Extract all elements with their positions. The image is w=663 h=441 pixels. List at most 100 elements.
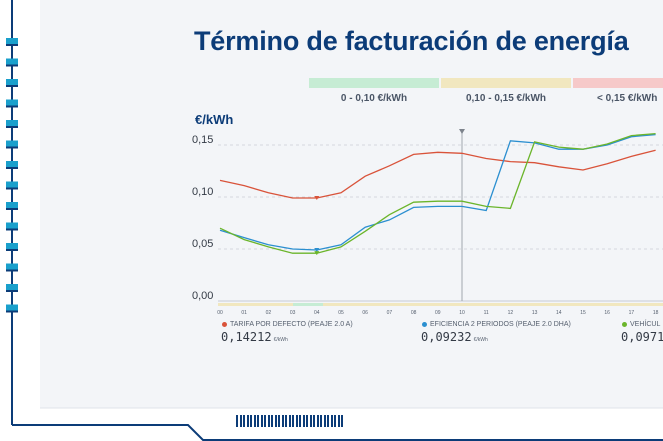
barcode-bar	[306, 415, 308, 427]
x-tick-label: 05	[338, 310, 344, 316]
x-tick-label: 08	[411, 310, 417, 316]
legend-value-vehiculo: 0,09711	[621, 330, 663, 344]
side-tick-cyan	[6, 58, 18, 65]
y-tick-label: 0,00	[192, 290, 213, 302]
barcode-bar	[250, 415, 252, 427]
side-tick-cyan	[6, 222, 18, 229]
band-red-bar	[573, 78, 663, 88]
x-tick-label: 04	[314, 310, 320, 316]
y-axis-label: €/kWh	[195, 112, 233, 127]
legend-label-tarifa: TARIFA POR DEFECTO (PEAJE 2.0 A)	[230, 321, 353, 328]
barcode-bar	[330, 415, 333, 427]
legend-value-eficiencia: 0,09232 €/kWh	[421, 330, 488, 344]
legend-label-vehiculo: VEHÍCUL	[630, 321, 661, 328]
barcode-bar	[278, 415, 280, 427]
side-tick-cyan	[6, 243, 18, 249]
legend-item-eficiencia: EFICIENCIA 2 PERIODOS (PEAJE 2.0 DHA)	[422, 321, 571, 328]
barcode-bar	[334, 415, 336, 427]
barcode-bar	[295, 415, 298, 427]
chart-title: Término de facturación de energía	[194, 26, 629, 56]
side-tick-navy	[6, 126, 18, 128]
x-tick-label: 17	[629, 310, 635, 316]
x-tick-label: 02	[266, 310, 272, 316]
side-tick-marks	[6, 38, 18, 313]
barcode-bar	[281, 415, 284, 427]
band-yellow-label: 0,10 - 0,15 €/kWh	[465, 93, 547, 104]
barcode-bar	[320, 415, 322, 427]
legend-label-eficiencia: EFICIENCIA 2 PERIODOS (PEAJE 2.0 DHA)	[430, 321, 571, 328]
barcode-bar	[285, 415, 287, 427]
series-marker-tarifa	[314, 196, 320, 201]
side-tick-cyan	[6, 284, 18, 290]
barcode-bar	[313, 415, 315, 427]
band-red-label: < 0,15 €/kWh	[597, 93, 658, 104]
side-tick-navy	[6, 44, 18, 46]
barcode-bar	[323, 415, 326, 427]
legend-value-tarifa-number: 0,14212	[221, 330, 272, 344]
barcode-bar	[260, 415, 263, 427]
legend-value-vehiculo-number: 0,09711	[621, 330, 663, 344]
side-tick-navy	[6, 85, 18, 87]
barcode-bar	[246, 415, 249, 427]
side-tick-navy	[6, 105, 18, 108]
barcode-bar	[288, 415, 291, 427]
side-tick-cyan	[6, 181, 18, 188]
legend-item-tarifa: TARIFA POR DEFECTO (PEAJE 2.0 A)	[222, 321, 353, 328]
x-tick-label: 15	[580, 310, 586, 316]
legend-value-tarifa: 0,14212 €/kWh	[221, 330, 288, 344]
x-tick-label: 01	[241, 310, 247, 316]
band-green-bar	[309, 78, 439, 88]
x-tick-label: 10	[459, 310, 465, 316]
side-tick-cyan	[6, 79, 18, 85]
side-tick-cyan	[6, 120, 18, 126]
x-tick-label: 06	[362, 310, 368, 316]
side-tick-navy	[6, 249, 18, 251]
side-tick-cyan	[6, 202, 18, 208]
y-tick-label: 0,10	[192, 186, 213, 198]
side-tick-cyan	[6, 38, 18, 44]
barcode-bar	[274, 415, 277, 427]
barcode-bar	[292, 415, 294, 427]
barcode-bar	[337, 415, 340, 427]
band-green-label: 0 - 0,10 €/kWh	[340, 93, 408, 104]
barcode-bar	[253, 415, 256, 427]
x-tick-label: 11	[484, 310, 489, 316]
barcode-decoration	[236, 415, 345, 427]
side-tick-navy	[6, 208, 18, 210]
barcode-bar	[341, 415, 343, 427]
side-tick-cyan	[6, 304, 18, 311]
barcode-bar	[327, 415, 329, 427]
legend-value-eficiencia-unit: €/kWh	[473, 337, 488, 343]
baseline-band-strip	[218, 303, 663, 306]
barcode-bar	[264, 415, 266, 427]
side-tick-cyan	[6, 161, 18, 167]
side-tick-navy	[6, 269, 18, 272]
x-tick-label: 18	[653, 310, 659, 316]
legend-dot-eficiencia	[422, 321, 427, 327]
frame-bottom-line	[12, 424, 663, 441]
series-marker-eficiencia	[314, 248, 320, 253]
x-tick-label: 16	[604, 310, 610, 316]
side-tick-cyan	[6, 140, 18, 147]
legend-item-vehiculo: VEHÍCUL	[622, 321, 660, 328]
series-marker-vehiculo	[314, 251, 320, 256]
legend-value-tarifa-unit: €/kWh	[273, 337, 288, 343]
barcode-bar	[271, 415, 273, 427]
barcode-bar	[243, 415, 245, 427]
series-line-tarifa	[219, 149, 656, 199]
barcode-bar	[257, 415, 259, 427]
side-tick-cyan	[6, 263, 18, 270]
side-tick-navy	[6, 64, 18, 67]
side-tick-navy	[6, 146, 18, 149]
current-hour-marker	[459, 129, 465, 134]
side-tick-navy	[6, 228, 18, 231]
x-tick-label: 12	[508, 310, 514, 316]
side-tick-navy	[6, 187, 18, 190]
barcode-bar	[316, 415, 319, 427]
x-tick-label: 14	[556, 310, 562, 316]
side-tick-navy	[6, 167, 18, 169]
side-tick-navy	[6, 310, 18, 313]
side-tick-cyan	[6, 99, 18, 106]
